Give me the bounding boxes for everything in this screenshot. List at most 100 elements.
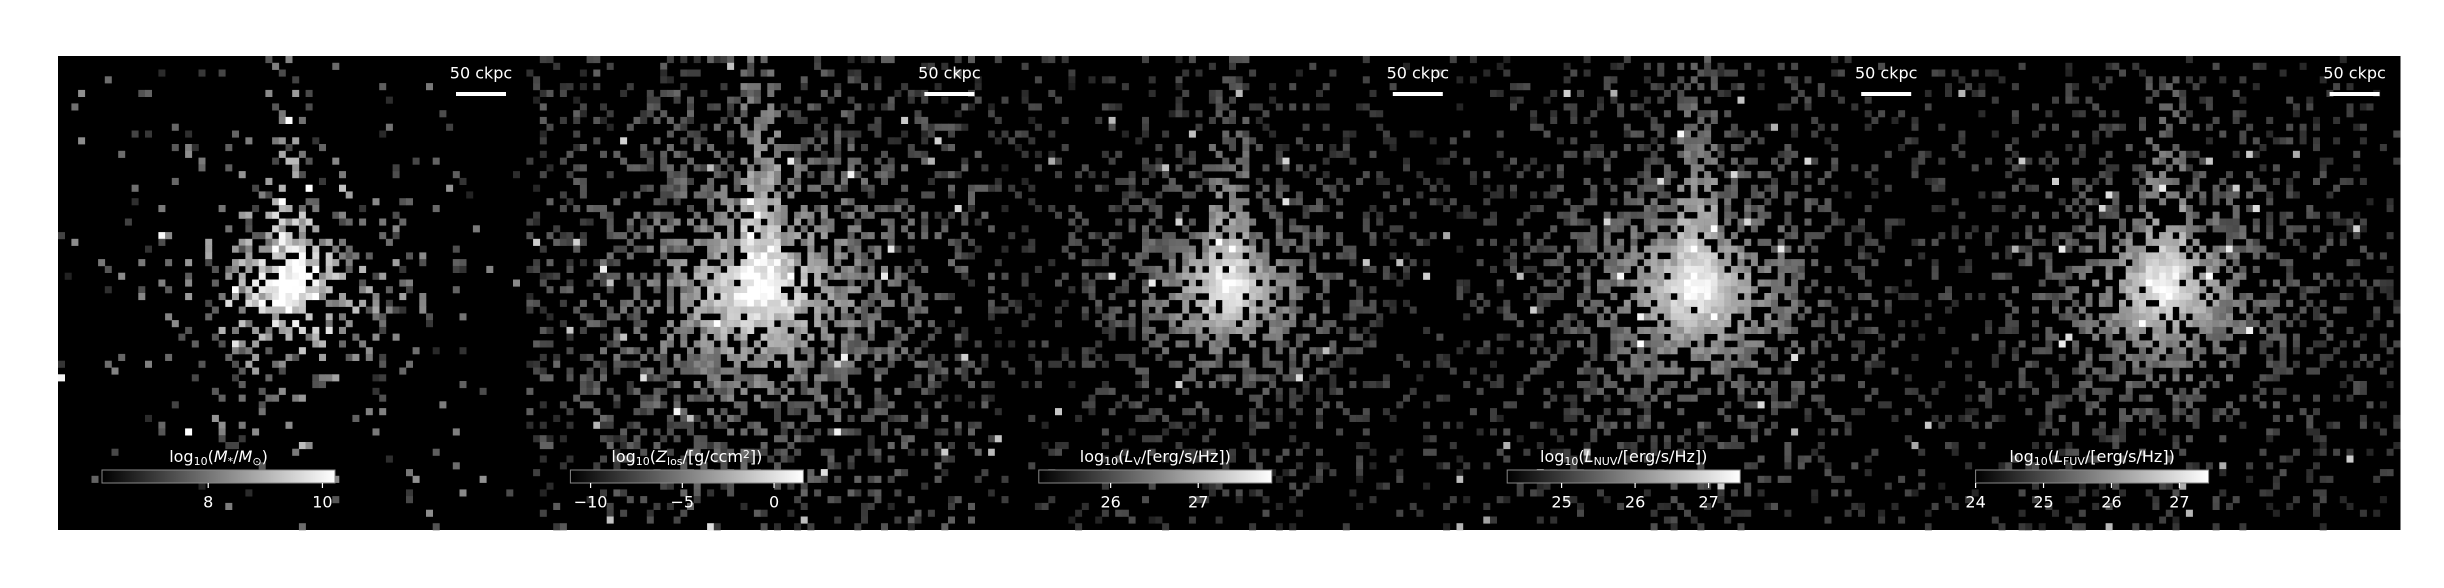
map-pixel <box>1664 205 1671 212</box>
map-pixel <box>245 489 252 496</box>
map-pixel <box>1028 293 1035 300</box>
map-pixel <box>1651 137 1658 144</box>
map-pixel <box>821 252 828 259</box>
map-pixel <box>941 219 948 226</box>
map-pixel <box>1242 131 1249 138</box>
map-pixel <box>721 185 728 192</box>
map-pixel <box>707 103 714 110</box>
map-pixel <box>841 340 848 347</box>
map-pixel <box>881 300 888 307</box>
map-pixel <box>1684 286 1691 293</box>
map-pixel <box>1303 171 1310 178</box>
map-pixel <box>1142 313 1149 320</box>
map-pixel <box>1784 313 1791 320</box>
map-pixel <box>647 401 654 408</box>
map-pixel <box>801 503 808 510</box>
map-pixel <box>272 320 279 327</box>
map-pixel <box>252 368 259 375</box>
map-pixel <box>1249 456 1256 463</box>
map-pixel <box>1095 259 1102 266</box>
map-pixel <box>687 368 694 375</box>
map-pixel <box>1503 164 1510 171</box>
map-pixel <box>1711 307 1718 314</box>
map-pixel <box>754 124 761 131</box>
map-pixel <box>1778 476 1785 483</box>
map-pixel <box>1711 280 1718 287</box>
map-pixel <box>265 347 272 354</box>
map-pixel <box>794 151 801 158</box>
map-pixel <box>1457 456 1464 463</box>
map-pixel <box>634 117 641 124</box>
map-pixel <box>640 368 647 375</box>
map-pixel <box>1477 293 1484 300</box>
map-pixel <box>299 246 306 253</box>
map-pixel <box>1791 131 1798 138</box>
map-pixel <box>968 503 975 510</box>
map-pixel <box>1791 401 1798 408</box>
map-pixel <box>801 435 808 442</box>
map-pixel <box>1724 70 1731 77</box>
map-pixel <box>1590 428 1597 435</box>
map-pixel <box>1242 171 1249 178</box>
map-pixel <box>1671 320 1678 327</box>
label-part: L <box>1585 447 1594 466</box>
map-pixel <box>1229 191 1236 198</box>
map-pixel <box>212 334 219 341</box>
map-pixel <box>1617 225 1624 232</box>
map-pixel <box>1831 219 1838 226</box>
map-pixel <box>352 252 359 259</box>
map-pixel <box>1691 171 1698 178</box>
map-pixel <box>259 307 266 314</box>
map-pixel <box>1182 191 1189 198</box>
map-pixel <box>888 219 895 226</box>
map-pixel <box>721 381 728 388</box>
map-pixel <box>781 395 788 402</box>
map-pixel <box>1129 354 1136 361</box>
map-pixel <box>1657 340 1664 347</box>
map-pixel <box>921 124 928 131</box>
map-pixel <box>1624 124 1631 131</box>
map-pixel <box>1176 185 1183 192</box>
map-pixel <box>393 171 400 178</box>
map-pixel <box>1196 401 1203 408</box>
map-pixel <box>1664 191 1671 198</box>
map-pixel <box>921 117 928 124</box>
map-pixel <box>1089 259 1096 266</box>
map-pixel <box>92 476 99 483</box>
map-pixel <box>1182 90 1189 97</box>
map-pixel <box>1637 327 1644 334</box>
map-pixel <box>1691 293 1698 300</box>
map-pixel <box>1115 103 1122 110</box>
map-pixel <box>1550 327 1557 334</box>
map-pixel <box>567 198 574 205</box>
map-pixel <box>1851 225 1858 232</box>
map-pixel <box>547 327 554 334</box>
map-pixel <box>667 415 674 422</box>
map-pixel <box>894 354 901 361</box>
map-pixel <box>286 293 293 300</box>
map-pixel <box>854 103 861 110</box>
map-pixel <box>707 489 714 496</box>
map-pixel <box>700 340 707 347</box>
map-pixel <box>613 354 620 361</box>
map-pixel <box>1657 273 1664 280</box>
map-pixel <box>1115 219 1122 226</box>
map-pixel <box>239 280 246 287</box>
map-pixel <box>319 374 326 381</box>
map-pixel <box>2106 76 2113 83</box>
map-pixel <box>607 307 614 314</box>
map-pixel <box>1122 280 1129 287</box>
map-pixel <box>1122 191 1129 198</box>
map-pixel <box>694 56 701 63</box>
map-pixel <box>1363 340 1370 347</box>
map-pixel <box>774 408 781 415</box>
map-pixel <box>1697 483 1704 490</box>
map-pixel <box>881 395 888 402</box>
map-pixel <box>821 469 828 476</box>
map-pixel <box>1222 313 1229 320</box>
map-pixel <box>1811 246 1818 253</box>
map-pixel <box>1162 415 1169 422</box>
map-pixel <box>1503 456 1510 463</box>
map-pixel <box>1008 300 1015 307</box>
map-pixel <box>694 239 701 246</box>
